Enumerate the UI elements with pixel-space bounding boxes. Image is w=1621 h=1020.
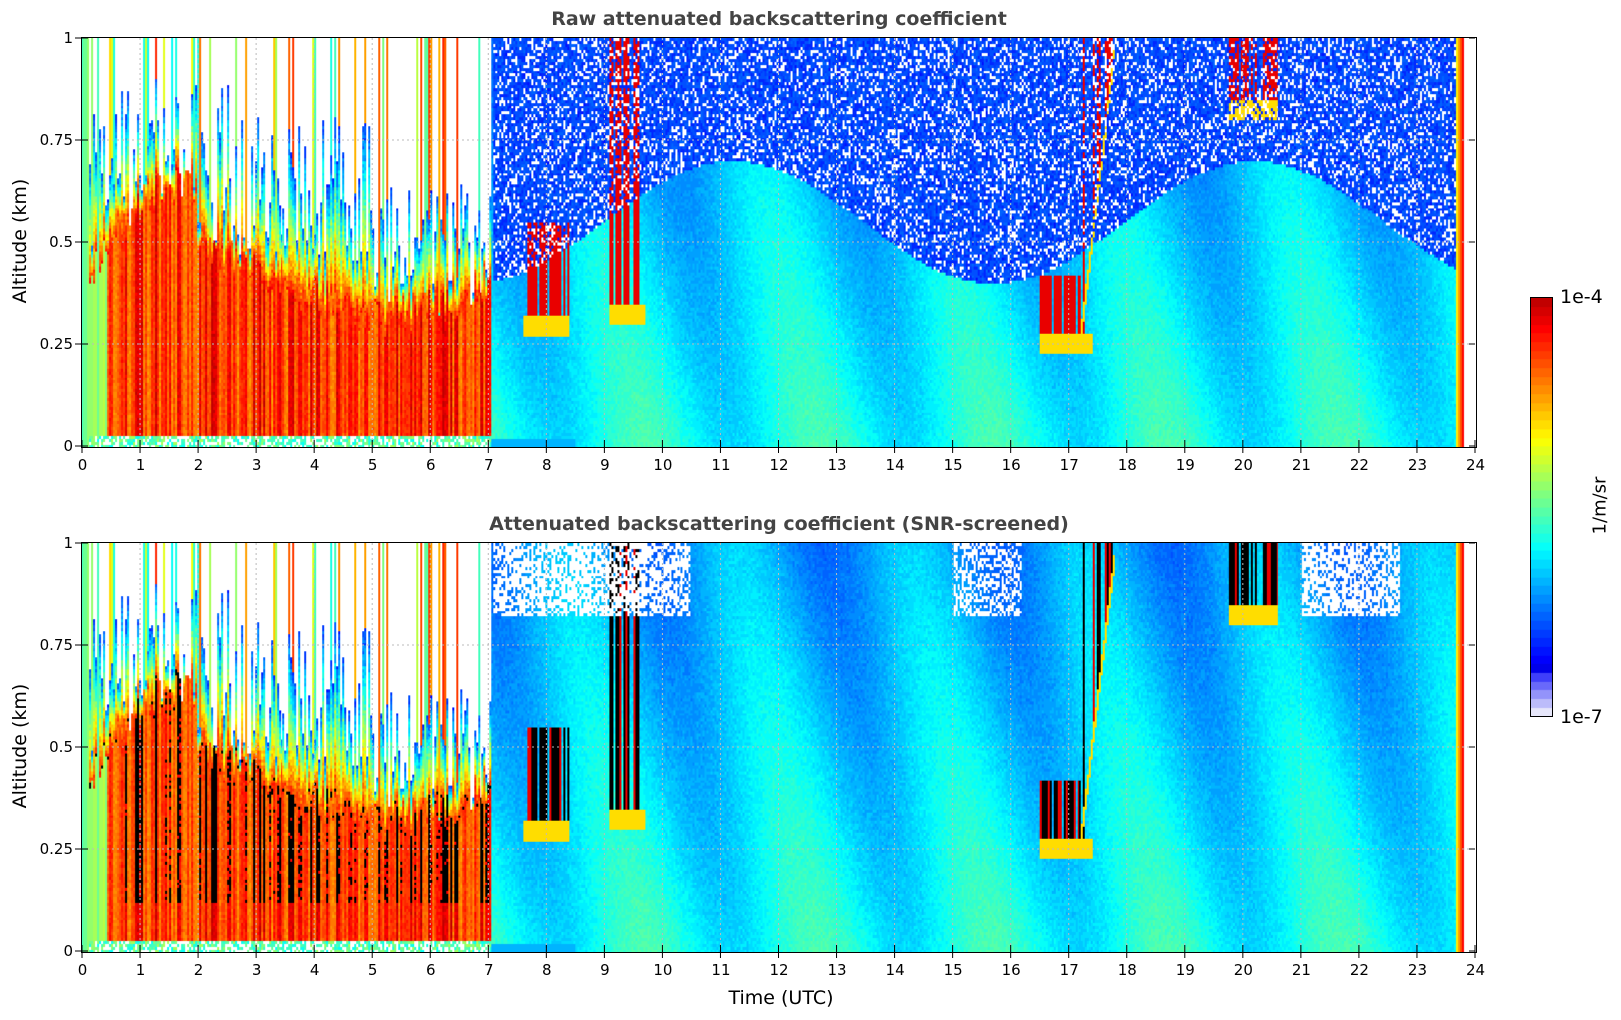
x-tick-label: 13 bbox=[827, 961, 847, 979]
colorbar-max-label: 1e-4 bbox=[1560, 286, 1603, 308]
colorbar-min-label: 1e-7 bbox=[1560, 706, 1603, 728]
y-tick-label: 0.5 bbox=[49, 232, 73, 251]
x-tick-label: 3 bbox=[251, 961, 262, 979]
x-tick-label: 7 bbox=[484, 456, 494, 474]
x-tick-label: 12 bbox=[769, 456, 789, 474]
y-tick-label: 1 bbox=[63, 28, 73, 47]
x-tick-label: 18 bbox=[1117, 961, 1137, 979]
x-tick-label: 2 bbox=[193, 456, 204, 474]
x-tick-label: 5 bbox=[367, 456, 378, 474]
x-tick-label: 10 bbox=[653, 961, 673, 979]
x-tick-label: 19 bbox=[1175, 961, 1195, 979]
x-tick-label: 10 bbox=[653, 456, 673, 474]
x-tick-label: 23 bbox=[1407, 456, 1427, 474]
x-tick-label: 20 bbox=[1233, 456, 1253, 474]
colorbar bbox=[1530, 297, 1553, 717]
x-tick-label: 14 bbox=[885, 961, 905, 979]
x-tick-label: 0 bbox=[77, 961, 88, 979]
top-grid bbox=[75, 37, 1476, 453]
x-tick-label: 12 bbox=[769, 961, 789, 979]
x-tick-label: 3 bbox=[251, 456, 262, 474]
x-tick-label: 2 bbox=[193, 961, 204, 979]
x-tick-label: 11 bbox=[711, 961, 731, 979]
x-tick-label: 9 bbox=[600, 961, 610, 979]
x-tick-label: 20 bbox=[1233, 961, 1253, 979]
y-tick-label: 0.75 bbox=[39, 130, 73, 149]
x-tick-label: 0 bbox=[77, 456, 88, 474]
x-tick-label: 5 bbox=[367, 961, 378, 979]
x-tick-label: 21 bbox=[1291, 456, 1311, 474]
x-tick-label: 19 bbox=[1175, 456, 1195, 474]
x-tick-label: 8 bbox=[542, 456, 552, 474]
x-tick-label: 1 bbox=[135, 456, 146, 474]
x-tick-label: 11 bbox=[711, 456, 731, 474]
x-tick-label: 16 bbox=[1001, 456, 1021, 474]
x-tick-label: 6 bbox=[425, 456, 436, 474]
x-tick-label: 9 bbox=[600, 456, 610, 474]
x-tick-label: 7 bbox=[484, 961, 494, 979]
x-tick-label: 15 bbox=[943, 961, 963, 979]
y-tick-label: 0.75 bbox=[39, 635, 73, 654]
y-tick-label: 0.25 bbox=[39, 334, 73, 353]
x-tick-label: 17 bbox=[1059, 456, 1079, 474]
x-tick-label: 18 bbox=[1117, 456, 1137, 474]
x-tick-label: 13 bbox=[827, 456, 847, 474]
x-tick-label: 4 bbox=[309, 456, 320, 474]
top-panel-title: Raw attenuated backscattering coefficien… bbox=[551, 8, 1007, 30]
x-tick-label: 6 bbox=[425, 961, 436, 979]
x-tick-label: 14 bbox=[885, 456, 905, 474]
x-tick-label: 22 bbox=[1349, 456, 1369, 474]
x-tick-label: 23 bbox=[1407, 961, 1427, 979]
x-tick-label: 8 bbox=[542, 961, 552, 979]
y-tick-label: 0 bbox=[63, 941, 73, 960]
x-tick-label: 17 bbox=[1059, 961, 1079, 979]
x-tick-label: 24 bbox=[1465, 961, 1486, 979]
x-axis-label: Time (UTC) bbox=[728, 987, 834, 1009]
y-tick-label: 0 bbox=[63, 436, 73, 455]
x-tick-label: 4 bbox=[309, 961, 320, 979]
bottom-panel-title: Attenuated backscattering coefficient (S… bbox=[489, 513, 1069, 535]
bottom-heatmap-plot bbox=[75, 542, 1477, 958]
x-tick-label: 24 bbox=[1465, 456, 1486, 474]
colorbar-unit-label: 1/m/sr bbox=[1589, 476, 1611, 535]
y-tick-label: 1 bbox=[63, 533, 73, 552]
x-tick-label: 16 bbox=[1001, 961, 1021, 979]
y-tick-label: 0.5 bbox=[49, 737, 73, 756]
x-tick-label: 15 bbox=[943, 456, 963, 474]
y-tick-label: 0.25 bbox=[39, 839, 73, 858]
x-tick-label: 21 bbox=[1291, 961, 1311, 979]
bottom-grid bbox=[75, 542, 1476, 958]
top-heatmap-plot bbox=[75, 37, 1477, 453]
x-tick-label: 1 bbox=[135, 961, 146, 979]
x-tick-label: 22 bbox=[1349, 961, 1369, 979]
